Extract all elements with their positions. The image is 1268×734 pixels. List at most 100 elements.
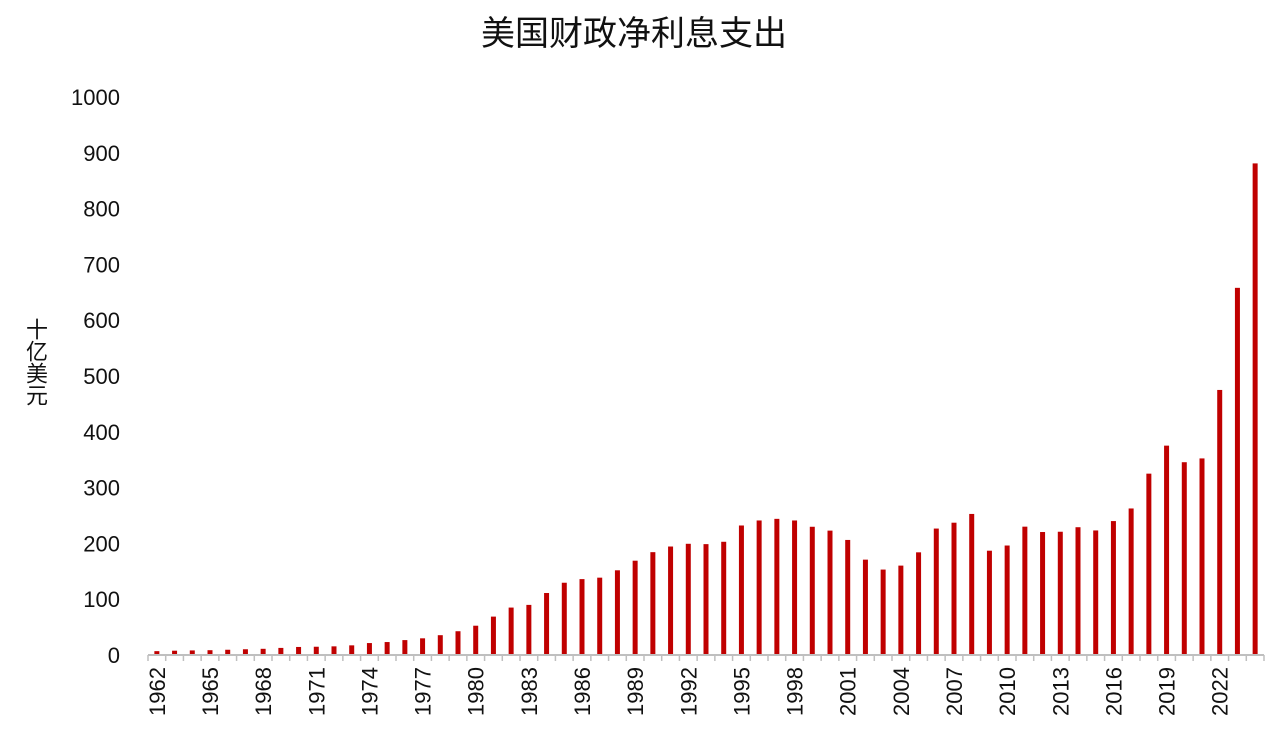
bar-1997 [774, 518, 780, 655]
bar-2013 [1057, 531, 1063, 655]
bar-2014 [1075, 527, 1081, 655]
bar-1992 [685, 543, 691, 655]
y-tick-label: 600 [83, 308, 120, 333]
bar-1964 [189, 650, 195, 655]
y-axis-ticks: 0 100 200 300 400 500 600 700 800 900 1000 [71, 85, 120, 668]
x-tick-label: 2019 [1155, 667, 1180, 716]
bar-2002 [862, 559, 868, 655]
bar-1984 [544, 593, 550, 655]
x-tick-label: 1980 [464, 667, 489, 716]
bar-1995 [738, 525, 744, 655]
bar-1990 [650, 552, 656, 655]
bar-1972 [331, 646, 337, 655]
bar-2006 [933, 528, 939, 655]
bar-1983 [526, 604, 532, 655]
bar-1980 [473, 625, 479, 655]
bar-1987 [597, 577, 603, 655]
x-tick-label: 1998 [783, 667, 808, 716]
chart-title: 美国财政净利息支出 [481, 14, 787, 54]
bar-1965 [207, 650, 213, 655]
x-tick-label: 1983 [517, 667, 542, 716]
x-tick-label: 2004 [889, 667, 914, 716]
x-tick-label: 2001 [836, 667, 861, 716]
bar-2000 [827, 530, 833, 655]
bar-2016 [1110, 521, 1116, 655]
y-axis-label: 十亿美元 [22, 318, 47, 406]
bar-2023 [1234, 287, 1240, 655]
y-tick-label: 0 [108, 643, 120, 668]
bar-2021 [1199, 458, 1205, 655]
bar-1967 [242, 649, 248, 655]
y-tick-label: 200 [83, 531, 120, 556]
bar-2007 [951, 522, 957, 655]
bar-1999 [809, 526, 815, 655]
bar-2024 [1252, 163, 1258, 655]
bar-2005 [916, 552, 922, 655]
bar-2017 [1128, 508, 1134, 655]
x-tick-label: 1986 [570, 667, 595, 716]
bar-1971 [313, 646, 319, 655]
bar-1969 [278, 647, 284, 655]
x-tick-label: 1992 [676, 667, 701, 716]
y-tick-label: 400 [83, 420, 120, 445]
bar-series [154, 163, 1258, 655]
bar-1973 [349, 645, 355, 655]
bar-2001 [845, 539, 851, 655]
bar-1962 [154, 651, 160, 655]
x-tick-label: 1965 [198, 667, 223, 716]
bar-1996 [756, 520, 762, 655]
x-tick-label: 2016 [1101, 667, 1126, 716]
bar-1985 [561, 582, 567, 655]
y-tick-label: 500 [83, 364, 120, 389]
bar-1974 [366, 643, 372, 655]
x-tick-label: 2010 [995, 667, 1020, 716]
x-tick-label: 1974 [357, 667, 382, 716]
bar-1978 [437, 635, 443, 655]
y-tick-label: 900 [83, 141, 120, 166]
y-tick-label: 1000 [71, 85, 120, 110]
x-tick-label: 1971 [304, 667, 329, 716]
bar-1963 [172, 650, 178, 655]
bar-1968 [260, 648, 266, 655]
x-tick-label: 1968 [251, 667, 276, 716]
bar-2010 [1004, 545, 1010, 655]
bar-2003 [880, 569, 886, 655]
bar-1970 [296, 646, 302, 655]
bar-2019 [1164, 445, 1170, 655]
bar-2022 [1217, 389, 1223, 655]
bar-2018 [1146, 473, 1152, 655]
bar-2015 [1093, 530, 1099, 655]
bar-1981 [490, 616, 496, 655]
bar-1988 [614, 570, 620, 655]
bar-1976 [402, 640, 408, 655]
bar-1977 [420, 638, 426, 655]
y-tick-label: 100 [83, 587, 120, 612]
bar-1982 [508, 607, 514, 655]
bar-1989 [632, 560, 638, 655]
x-tick-label: 1995 [729, 667, 754, 716]
bar-1966 [225, 649, 231, 655]
x-tick-label: 1962 [145, 667, 170, 716]
bar-1979 [455, 631, 461, 655]
x-tick-label: 2013 [1048, 667, 1073, 716]
bar-2008 [969, 513, 975, 655]
bar-2004 [898, 565, 904, 655]
bar-1991 [668, 546, 674, 655]
x-tick-label: 1977 [411, 667, 436, 716]
y-tick-label: 700 [83, 252, 120, 277]
bar-1998 [792, 520, 798, 655]
bar-1993 [703, 544, 709, 655]
x-tick-label: 2007 [942, 667, 967, 716]
y-tick-label: 800 [83, 197, 120, 222]
bar-1975 [384, 642, 390, 655]
bar-2009 [986, 550, 992, 655]
bar-2020 [1181, 462, 1187, 655]
bar-1986 [579, 579, 585, 655]
bar-2012 [1040, 532, 1046, 655]
x-axis-ticks: 1962 1965 1968 1971 1974 1977 1980 1983 1986 1989… [145, 655, 1265, 716]
x-tick-label: 1989 [623, 667, 648, 716]
x-tick-label: 2022 [1208, 667, 1233, 716]
y-tick-label: 300 [83, 476, 120, 501]
